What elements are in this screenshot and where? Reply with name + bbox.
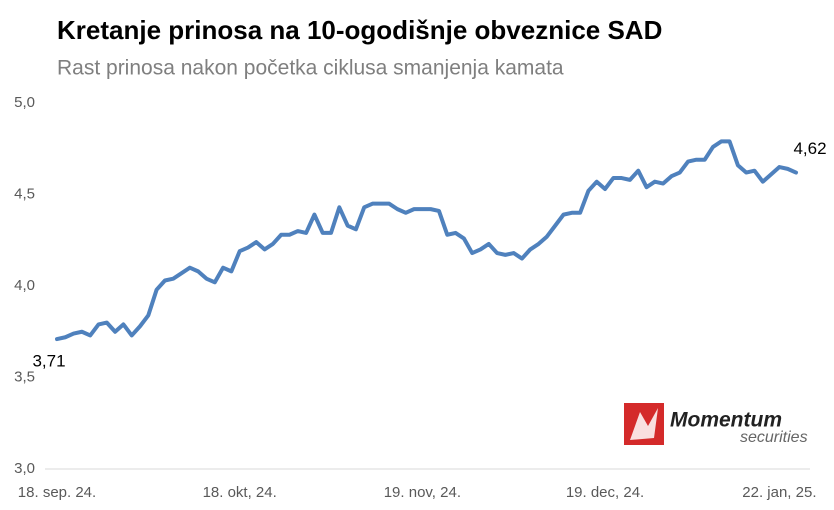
logo-name: Momentum [670,409,782,432]
chart-title: Kretanje prinosa na 10-ogodišnje obvezni… [57,15,662,45]
y-tick-label: 3,5 [14,368,35,385]
y-tick-label: 4,0 [14,277,35,294]
y-tick-label: 5,0 [14,94,35,111]
x-tick-label: 19. dec, 24. [566,484,644,501]
x-tick-label: 19. nov, 24. [384,484,461,501]
y-tick-label: 4,5 [14,185,35,202]
line [55,139,798,342]
x-tick-label: 18. okt, 24. [203,484,277,501]
value-label: 4,62 [793,139,826,158]
x-tick-label: 22. jan, 25. [742,484,816,501]
value-label: 3,71 [32,352,65,371]
x-tick-label: 18. sep. 24. [18,484,96,501]
logo-tagline: securities [740,429,808,446]
y-tick-label: 3,0 [14,460,35,477]
logo: Momentum securities [624,403,808,446]
logo-glyph [630,408,658,440]
chart-subtitle: Rast prinosa nakon početka ciklusa smanj… [57,57,564,80]
